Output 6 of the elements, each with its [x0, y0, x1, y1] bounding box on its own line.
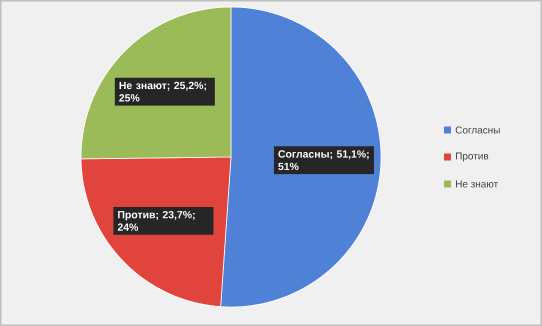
data-label: Против; 23,7%; 24% — [118, 210, 195, 231]
legend-label: Согласны — [456, 126, 500, 134]
legend-label: Против — [456, 152, 488, 162]
legend-label: Не знают — [456, 180, 498, 188]
data-label: Согласны; 51,1%; 51% — [278, 150, 369, 170]
data-label: Не знают; 25,2%; 25% — [119, 82, 206, 102]
